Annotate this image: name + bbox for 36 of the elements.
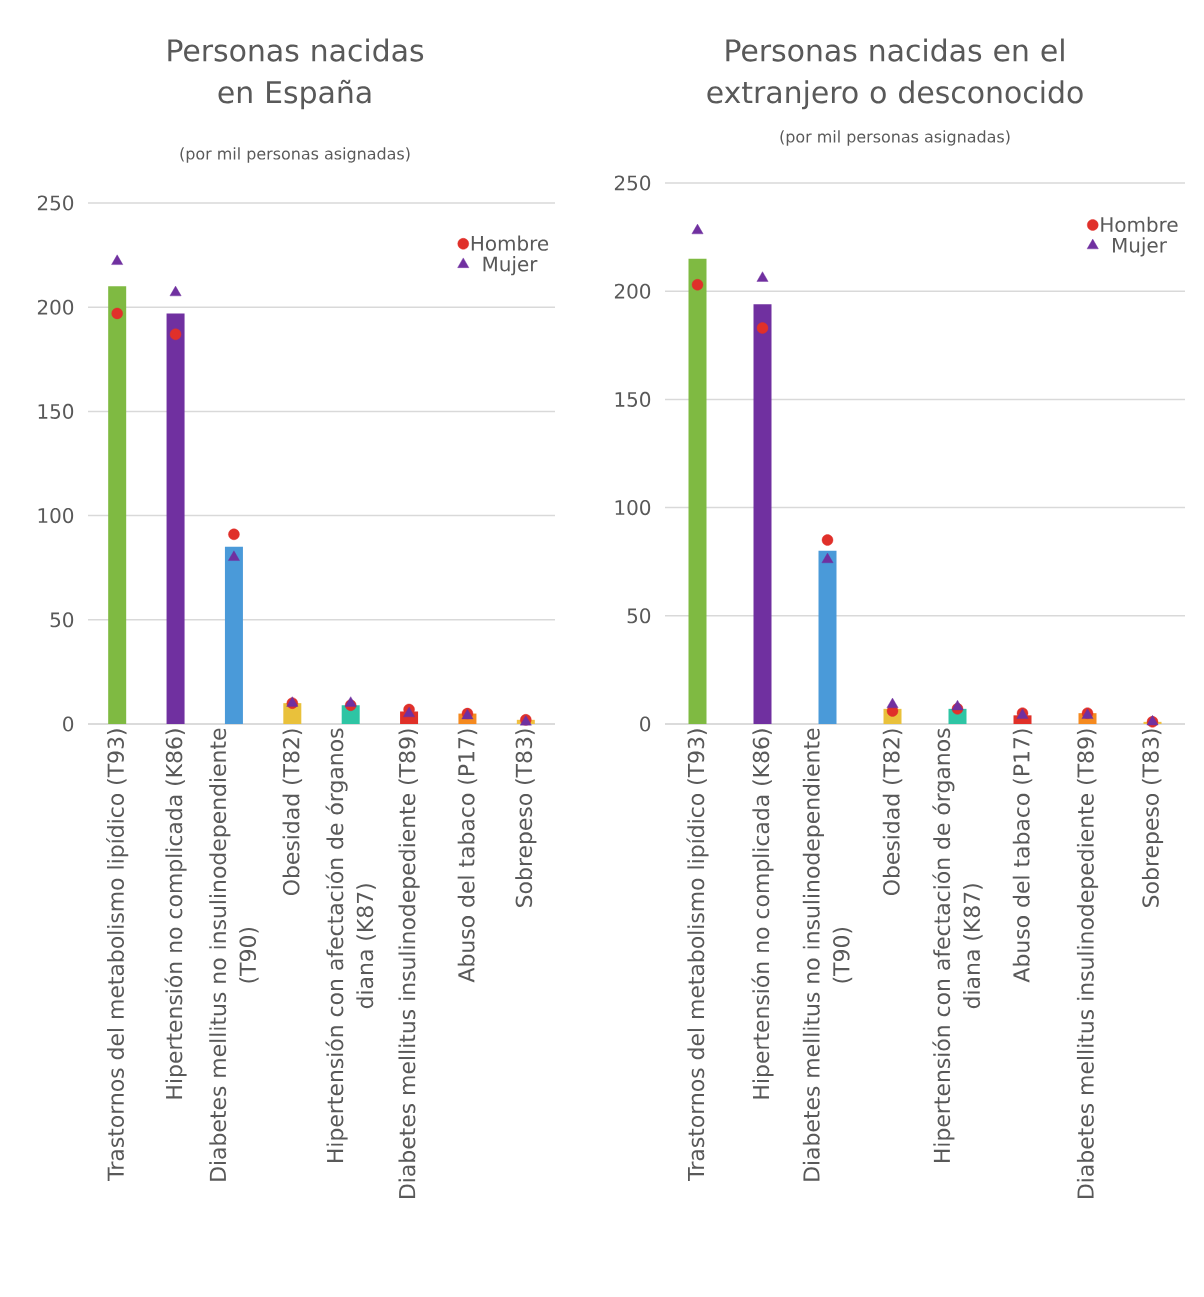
y-tick-label: 150 [38, 403, 74, 419]
chart-subtitle: (por mil personas asignadas) [180, 147, 410, 163]
x-tick-label: Diabetes mellitus insulinodepediente (T89) [1076, 729, 1099, 1198]
chart-title: Personas nacidas en el extranjero o desconocido [707, 38, 1083, 110]
x-tick-label: Sobrepeso (T83) [1141, 729, 1164, 907]
legend-label: Hombre [471, 235, 549, 251]
y-tick-label: 50 [50, 612, 74, 628]
legend-label: Mujer [483, 256, 538, 276]
x-tick-label: Diabetes mellitus no insulinodependiente (T90) [209, 728, 259, 1181]
x-tick-label: Hipertensión con afectación de órganos diana (K87) [325, 728, 376, 1162]
x-tick-label: Trastornos del metabolismo lipídico (T93) [686, 729, 709, 1181]
x-tick-label: Sobrepeso (T83) [515, 729, 537, 907]
x-tick-label: Trastornos del metabolismo lipídico (T93) [106, 729, 129, 1181]
x-tick-label: Obesidad (T82) [882, 729, 903, 896]
y-tick-label: 150 [615, 391, 651, 407]
y-tick-label: 0 [640, 716, 651, 732]
y-tick-label: 50 [627, 608, 651, 624]
y-tick-label: 100 [615, 500, 651, 516]
x-tick-label: Hipertensión no complicada (K86) [164, 729, 187, 1099]
x-tick-label: Diabetes mellitus insulinodepediente (T89) [398, 729, 420, 1198]
chart-title: Personas nacidas en España [168, 38, 424, 110]
y-tick-label: 250 [37, 195, 74, 211]
x-tick-label: Diabetes mellitus no insulinodependiente (T90) [802, 728, 853, 1181]
x-tick-label: Hipertensión no complicada (K86) [751, 729, 774, 1099]
y-tick-label: 250 [614, 175, 651, 191]
x-tick-label: Abuso del tabaco (P17) [1012, 729, 1033, 983]
x-tick-label: Obesidad (T82) [282, 729, 303, 896]
y-tick-label: 0 [63, 716, 74, 732]
legend-label: Hombre [1101, 216, 1178, 233]
y-tick-label: 200 [37, 299, 74, 315]
chart-subtitle: (por mil personas asignadas) [780, 130, 1010, 146]
legend-label: Mujer [1113, 237, 1167, 257]
x-tick-label: Hipertensión con afectación de órganos diana (K87) [932, 728, 983, 1162]
y-tick-label: 200 [614, 283, 651, 299]
y-tick-label: 100 [38, 508, 74, 524]
x-tick-label: Abuso del tabaco (P17) [457, 729, 478, 983]
